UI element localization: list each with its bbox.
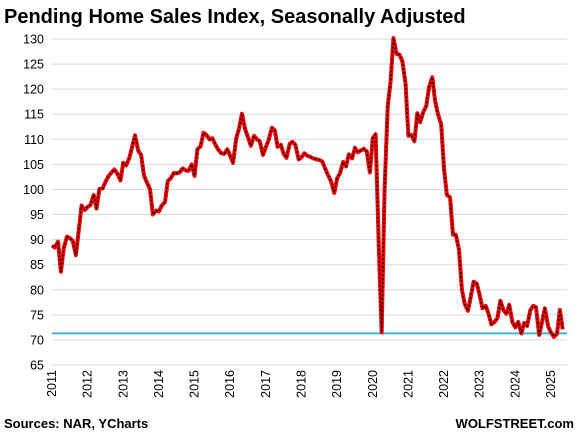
y-tick-label: 105 (23, 158, 44, 172)
x-tick-label: 2013 (116, 370, 130, 398)
series-line (50, 36, 565, 339)
chart-title: Pending Home Sales Index, Seasonally Adj… (4, 6, 466, 28)
x-tick-label: 2012 (81, 370, 95, 398)
y-tick-label: 70 (30, 333, 44, 347)
x-tick-label: 2019 (330, 370, 344, 398)
y-tick-label: 80 (30, 283, 44, 297)
x-tick-label: 2022 (437, 370, 451, 398)
x-tick-label: 2021 (401, 370, 415, 398)
gridlines (52, 38, 567, 366)
y-tick-label: 125 (23, 58, 44, 72)
x-tick-label: 2015 (188, 370, 202, 398)
x-tick-label: 2024 (508, 370, 522, 398)
y-tick-label: 120 (23, 83, 44, 97)
y-tick-label: 130 (23, 33, 44, 47)
y-tick-label: 110 (24, 133, 44, 147)
x-tick-label: 2014 (152, 370, 166, 398)
x-tick-label: 2018 (294, 370, 308, 398)
x-axis-tick-labels: 2011 2012 2013 2014 2015 2016 2017 2018 2019 2020… (45, 370, 558, 398)
y-tick-label: 75 (30, 308, 44, 322)
series-layer (50, 36, 565, 339)
x-tick-label: 2011 (45, 370, 59, 397)
y-axis-tick-labels: 65 70 75 80 85 90 95 100 105 110 115 120 125 130 (23, 33, 44, 373)
series-line-dashed-overlay (51, 37, 564, 338)
y-tick-label: 65 (30, 359, 44, 373)
brand-label: WOLFSTREET.com (456, 416, 574, 431)
x-tick-label: 2016 (223, 370, 237, 398)
source-note: Sources: NAR, YCharts (4, 416, 148, 431)
x-tick-label: 2023 (473, 370, 487, 398)
y-tick-label: 85 (30, 258, 44, 272)
y-tick-label: 100 (23, 183, 44, 197)
x-tick-label: 2017 (259, 370, 273, 398)
x-tick-label: 2025 (544, 370, 558, 398)
y-tick-label: 115 (24, 108, 44, 122)
y-tick-label: 95 (30, 208, 44, 222)
x-tick-label: 2020 (366, 370, 380, 398)
y-tick-label: 90 (30, 233, 44, 247)
